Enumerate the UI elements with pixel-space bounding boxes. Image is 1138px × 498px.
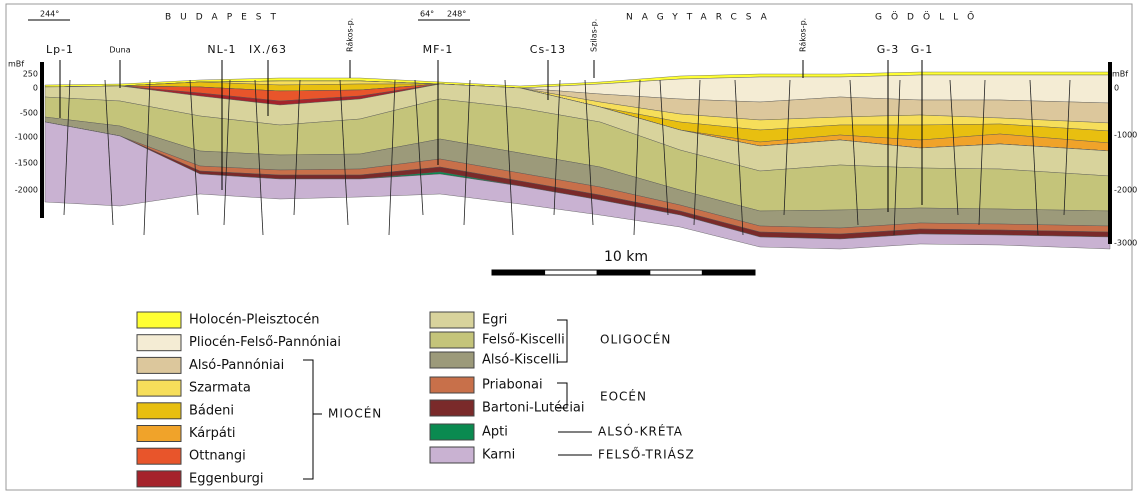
well-label: Rákos-p. bbox=[346, 18, 355, 52]
legend-swatch bbox=[137, 448, 181, 464]
legend-label: Pliocén-Felső-Pannóniai bbox=[189, 335, 341, 350]
axis-label: -2000 bbox=[15, 186, 38, 195]
legend-label: Apti bbox=[482, 425, 508, 440]
legend-swatch bbox=[137, 312, 181, 328]
well-label: NL-1 bbox=[207, 43, 236, 56]
well-label: Lp-1 bbox=[46, 43, 74, 56]
axis-unit: mBf bbox=[8, 60, 24, 69]
legend-label: Felső-Kiscelli bbox=[482, 333, 565, 348]
place-name: GÖDÖLLŐ bbox=[875, 12, 983, 23]
well-label: MF-1 bbox=[423, 43, 454, 56]
scale-label: 10 km bbox=[604, 249, 648, 265]
place-name: NAGYTARCSA bbox=[626, 13, 776, 23]
group-label: FELSŐ-TRIÁSZ bbox=[598, 447, 695, 462]
legend-swatch bbox=[430, 377, 474, 393]
right-axis-bar bbox=[1108, 62, 1112, 244]
axis-label: 250 bbox=[23, 70, 38, 79]
legend-label: Bartoni-Lutéciai bbox=[482, 401, 585, 416]
well-label: Rákos-p. bbox=[799, 18, 808, 52]
axis-label: -1000 bbox=[15, 133, 38, 142]
legend-swatch bbox=[137, 357, 181, 373]
well-label: Szilas-p. bbox=[590, 19, 599, 52]
scale-segment bbox=[702, 270, 755, 275]
left-axis-bar bbox=[40, 62, 44, 218]
well-label: IX./63 bbox=[249, 43, 287, 56]
well-label: Duna bbox=[109, 46, 130, 55]
legend-label: Szarmata bbox=[189, 381, 251, 396]
legend-label: Egri bbox=[482, 313, 507, 328]
direction: 248° bbox=[447, 10, 466, 19]
axis-label: 0 bbox=[33, 84, 38, 93]
direction: 64° bbox=[420, 10, 434, 19]
legend-label: Bádeni bbox=[189, 403, 234, 418]
legend-label: Alsó-Pannóniai bbox=[189, 358, 284, 373]
legend-label: Alsó-Kiscelli bbox=[482, 353, 559, 368]
legend-label: Kárpáti bbox=[189, 426, 236, 441]
axis-label: -3000 bbox=[1114, 239, 1137, 248]
legend-swatch bbox=[430, 332, 474, 348]
group-label: EOCÉN bbox=[600, 389, 647, 404]
legend-swatch bbox=[430, 424, 474, 440]
axis-label: -1000 bbox=[1114, 131, 1137, 140]
legend-label: Karni bbox=[482, 448, 515, 463]
well-label: Cs-13 bbox=[530, 43, 566, 56]
group-label: OLIGOCÉN bbox=[600, 332, 671, 347]
legend-swatch bbox=[430, 400, 474, 416]
legend-swatch bbox=[137, 403, 181, 419]
legend-swatch bbox=[137, 380, 181, 396]
legend-label: Holocén-Pleisztocén bbox=[189, 313, 319, 328]
scale-segment bbox=[545, 270, 598, 275]
legend-swatch bbox=[430, 312, 474, 328]
legend-label: Priabonai bbox=[482, 378, 543, 393]
legend-swatch bbox=[137, 471, 181, 487]
well-label: G-1 bbox=[911, 43, 934, 56]
well-label: G-3 bbox=[877, 43, 900, 56]
legend-swatch bbox=[137, 426, 181, 442]
scale-segment bbox=[492, 270, 545, 275]
axis-label: -500 bbox=[20, 109, 38, 118]
axis-label: -2000 bbox=[1114, 186, 1137, 195]
scale-segment bbox=[597, 270, 650, 275]
group-label: ALSÓ-KRÉTA bbox=[598, 424, 683, 439]
scale-segment bbox=[650, 270, 703, 275]
cross-section-figure: 244° 64° 248° BUDAPEST NAGYTARCSA GÖDÖLLŐ Lp-1… bbox=[0, 0, 1138, 494]
direction: 244° bbox=[40, 10, 59, 19]
legend-label: Eggenburgi bbox=[189, 471, 263, 486]
legend-swatch bbox=[430, 352, 474, 368]
legend-label: Ottnangi bbox=[189, 449, 246, 464]
legend-swatch bbox=[430, 447, 474, 463]
axis-unit: mBf bbox=[1112, 70, 1128, 79]
axis-label: -1500 bbox=[15, 159, 38, 168]
legend-swatch bbox=[137, 335, 181, 351]
group-label: MIOCÉN bbox=[328, 406, 382, 421]
axis-label: 0 bbox=[1114, 84, 1119, 93]
place-name: BUDAPEST bbox=[165, 13, 285, 23]
